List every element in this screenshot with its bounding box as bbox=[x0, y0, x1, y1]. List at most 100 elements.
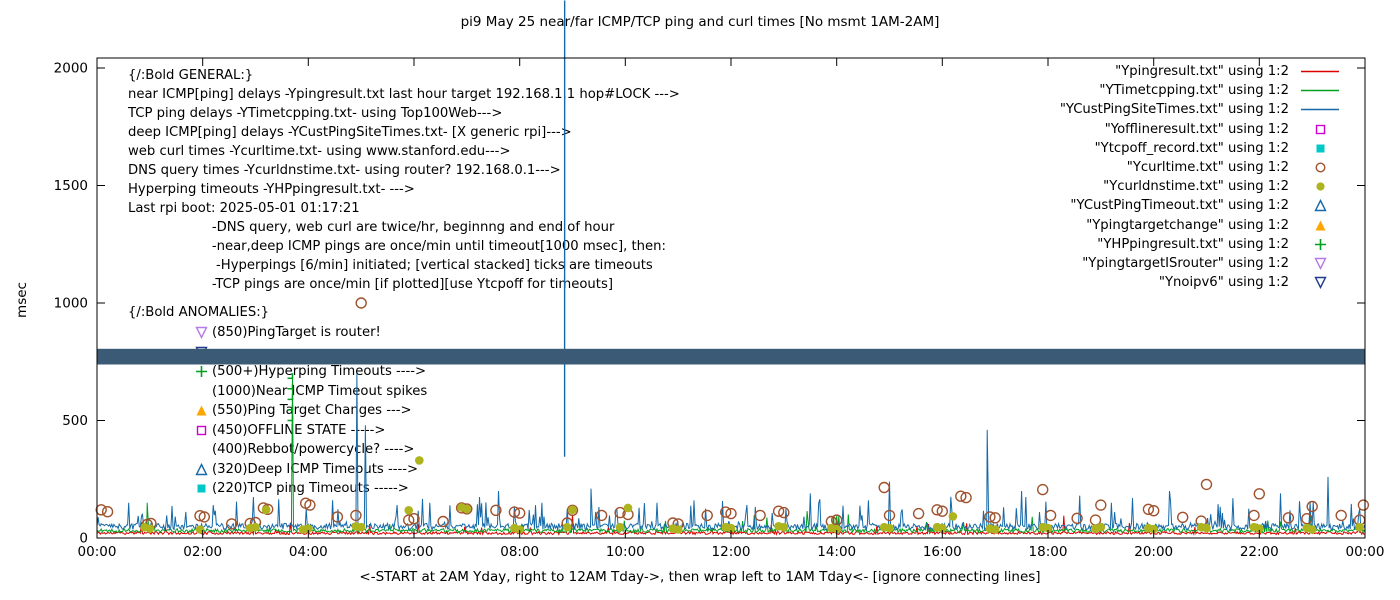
marker-Ycurltime bbox=[257, 502, 270, 514]
triangle-down-open-icon bbox=[195, 327, 208, 340]
legend-item-label: "YCustPingTimeout.txt" using 1:2 bbox=[1070, 198, 1289, 214]
marker-Ycurltime bbox=[1353, 514, 1366, 526]
marker-Ycurltime bbox=[1200, 478, 1213, 491]
x-tick-label: 14:00 bbox=[817, 544, 856, 560]
general-line: Last rpi boot: 2025-05-01 01:17:21 bbox=[128, 201, 360, 216]
marker-Ycurldnstime bbox=[462, 504, 472, 514]
marker-Ycurltime bbox=[194, 510, 206, 522]
marker-Ycurldnstime bbox=[1196, 522, 1206, 532]
marker-Ycurltime bbox=[1071, 512, 1083, 524]
marker-Ycurldnstime bbox=[515, 525, 524, 534]
marker-Ycurltime bbox=[667, 517, 679, 529]
line-sample-icon bbox=[1301, 70, 1339, 73]
circle-open-icon bbox=[1314, 162, 1326, 173]
general-line: -near,deep ICMP pings are once/min until… bbox=[128, 239, 666, 254]
marker-Ycurltime bbox=[622, 508, 634, 521]
y-tick-label: 1000 bbox=[54, 296, 88, 312]
anomaly-label: (550)Ping Target Changes ---> bbox=[212, 403, 412, 419]
anomalies-annotation-block: {/:Bold ANOMALIES:} (850)PingTarget is ro… bbox=[128, 303, 427, 499]
square-filled-icon bbox=[195, 482, 212, 495]
triangle-open-icon bbox=[195, 462, 212, 476]
marker-Ycurltime bbox=[595, 509, 608, 522]
marker-Ycurltime bbox=[1335, 509, 1347, 522]
legend-item-label: "YCustPingSiteTimes.txt" using 1:2 bbox=[1059, 102, 1289, 118]
legend-item: "Ycurltime.txt" using 1:2 bbox=[1060, 158, 1342, 177]
legend-item-label: "Ycurltime.txt" using 1:2 bbox=[1126, 160, 1289, 176]
x-tick-label: 00:00 bbox=[1346, 544, 1385, 560]
marker-Ycurltime bbox=[1044, 509, 1057, 522]
marker-Ycurldnstime bbox=[1249, 522, 1259, 532]
general-line: TCP ping delays -YTimetcpping.txt- using… bbox=[128, 106, 503, 121]
marker-Ycurltime bbox=[831, 514, 843, 526]
general-line: DNS query times -Ycurldnstime.txt- using… bbox=[128, 163, 561, 178]
line-sample bbox=[1298, 65, 1342, 78]
marker-Ycurldnstime bbox=[568, 505, 577, 515]
triangle-filled-icon bbox=[196, 405, 207, 416]
marker-Ycurltime bbox=[437, 515, 449, 528]
legend-item: "YpingtargetISrouter" using 1:2 bbox=[1060, 254, 1342, 273]
marker-Ycurltime bbox=[936, 505, 948, 517]
marker-Ycurltime bbox=[262, 503, 274, 515]
legend-item-label: "Ypingresult.txt" using 1:2 bbox=[1115, 64, 1289, 80]
line-sample-icon bbox=[1301, 109, 1339, 111]
square-filled-sample bbox=[1298, 142, 1342, 155]
x-tick-label: 20:00 bbox=[1134, 544, 1173, 560]
legend-item-label: "YpingtargetISrouter" using 1:2 bbox=[1082, 255, 1289, 271]
marker-Ycurldnstime bbox=[1355, 522, 1364, 532]
y-tick-label: 2000 bbox=[54, 61, 88, 77]
circle-open-sample bbox=[1298, 161, 1342, 174]
marker-Ycurldnstime bbox=[351, 522, 361, 531]
marker-Ycurltime bbox=[490, 504, 502, 516]
triangle-filled-icon bbox=[1315, 220, 1325, 231]
marker-Ycurldnstime bbox=[356, 522, 366, 532]
marker-Ycurldnstime bbox=[404, 506, 414, 515]
series-Ypingresult bbox=[96, 514, 1366, 536]
general-line: web curl times -Ycurltime.txt- using www… bbox=[128, 144, 511, 159]
x-tick-label: 16:00 bbox=[923, 544, 962, 560]
square-open-sample bbox=[1298, 123, 1342, 136]
marker-Ycurldnstime bbox=[726, 523, 736, 533]
marker-Ycurldnstime bbox=[1202, 523, 1211, 533]
marker-Ycurltime bbox=[778, 506, 790, 519]
marker-Ycurltime bbox=[350, 509, 362, 522]
legend: "Ypingresult.txt" using 1:2 "YTimetcpping… bbox=[1060, 62, 1342, 292]
line-sample-icon bbox=[1301, 89, 1339, 92]
marker-Ycurltime bbox=[725, 507, 737, 520]
marker-Ycurltime bbox=[244, 517, 256, 530]
circle-filled-sample bbox=[1298, 180, 1342, 193]
general-line: Hyperping timeouts -YHPpingresult.txt- -… bbox=[128, 182, 415, 197]
triangle-open-sample bbox=[1298, 199, 1342, 212]
marker-Ycurltime bbox=[249, 516, 262, 529]
marker-Ycurltime bbox=[403, 514, 415, 526]
square-open-icon bbox=[195, 424, 212, 437]
marker-Ycurldnstime bbox=[623, 503, 633, 513]
general-line: near ICMP[ping] delays -Ypingresult.txt … bbox=[128, 87, 680, 102]
marker-Ycurltime bbox=[878, 481, 890, 494]
marker-Ycurldnstime bbox=[1149, 524, 1158, 534]
legend-item: "Ypingtargetchange" using 1:2 bbox=[1060, 216, 1342, 235]
legend-item: "YCustPingTimeout.txt" using 1:2 bbox=[1060, 196, 1342, 215]
anomaly-item: (1000)Near ICMP Timeout spikes bbox=[195, 382, 427, 402]
legend-item-label: "YHPpingresult.txt" using 1:2 bbox=[1097, 236, 1289, 252]
marker-Ycurldnstime bbox=[195, 525, 205, 534]
legend-item: "Ynoipv6" using 1:2 bbox=[1060, 273, 1342, 292]
marker-Ycurldnstime bbox=[1255, 524, 1264, 533]
triangle-down-open-icon bbox=[195, 326, 212, 340]
anomaly-item: (400)Rebbot/powercycle? ----> bbox=[195, 440, 427, 460]
marker-Ycurltime bbox=[912, 507, 925, 520]
marker-Ycurldnstime bbox=[721, 522, 730, 532]
marker-Ycurltime bbox=[754, 509, 766, 522]
marker-Ycurldnstime bbox=[261, 505, 271, 515]
marker-Ycurldnstime bbox=[145, 524, 155, 533]
marker-Ycurltime bbox=[720, 506, 732, 518]
legend-item-label: "Yofflineresult.txt" using 1:2 bbox=[1104, 121, 1289, 137]
triangle-down-open-icon bbox=[1313, 276, 1327, 290]
marker-Ycurltime bbox=[931, 504, 943, 516]
general-line: -Hyperpings [6/min] initiated; [vertical… bbox=[128, 258, 653, 273]
marker-Ycurldnstime bbox=[1307, 525, 1317, 534]
marker-Ycurltime bbox=[1253, 488, 1266, 500]
marker-Ycurldnstime bbox=[457, 503, 466, 512]
triangle-down-open-icon bbox=[1313, 257, 1327, 270]
plus-sample bbox=[1298, 238, 1342, 251]
x-tick-label: 06:00 bbox=[395, 544, 434, 560]
